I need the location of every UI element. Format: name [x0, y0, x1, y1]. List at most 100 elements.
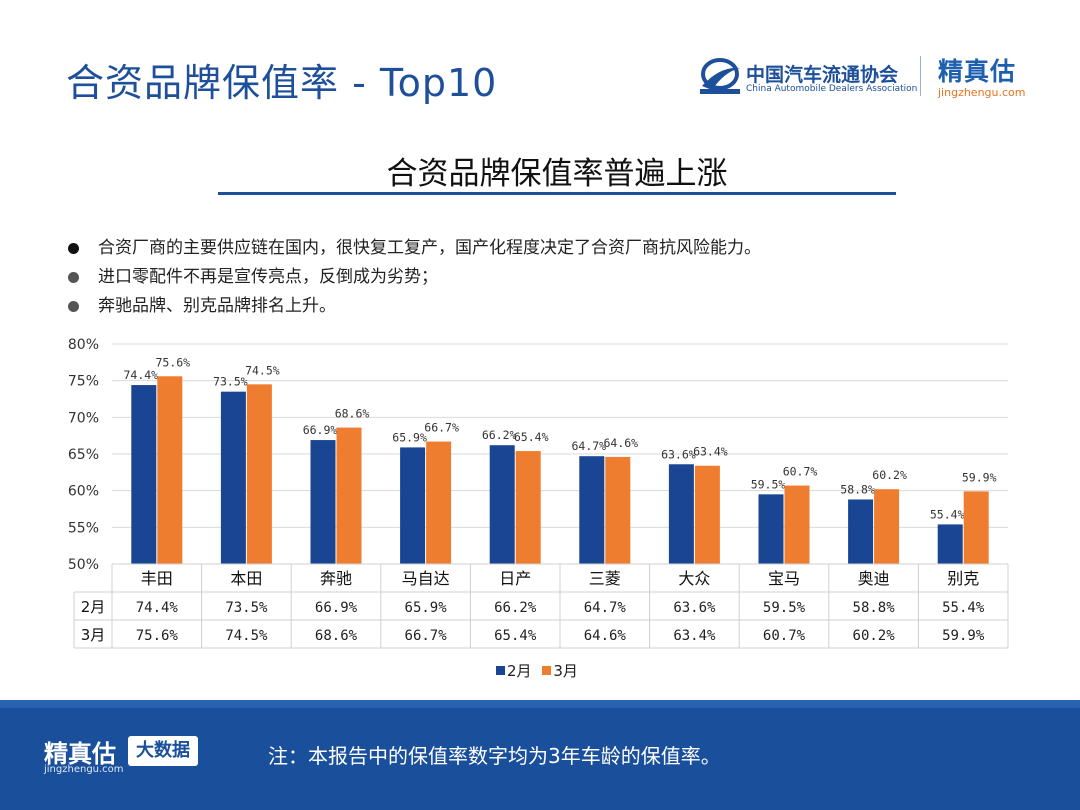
caada-logo-cn: 中国汽车流通协会 — [746, 64, 899, 86]
y-tick-label: 55% — [68, 520, 99, 536]
caada-emblem-icon — [700, 58, 740, 94]
bar — [310, 440, 336, 564]
logo-divider — [920, 56, 921, 96]
section-subtitle: 合资品牌保值率普遍上涨 — [386, 156, 728, 192]
data-label: 66.2% — [482, 428, 517, 442]
footer-logo-cn: 精真估 — [44, 740, 116, 768]
jzg-logo-cn: 精真估 — [938, 57, 1017, 86]
data-label: 60.7% — [783, 465, 818, 479]
data-label: 66.7% — [424, 421, 459, 435]
bullet-item: 奔驰品牌、别克品牌排名上升。 — [66, 292, 1026, 321]
category-label: 别克 — [947, 569, 979, 588]
data-label: 59.9% — [962, 470, 997, 484]
category-label: 本田 — [230, 569, 262, 588]
table-cell: 75.6% — [136, 628, 179, 644]
table-cell: 60.2% — [853, 628, 896, 644]
data-label: 68.6% — [335, 407, 370, 421]
bullet-list: 合资厂商的主要供应链在国内，很快复工复产，国产化程度决定了合资厂商抗风险能力。 … — [66, 234, 1026, 321]
y-tick-label: 50% — [68, 557, 99, 573]
table-cell: 64.7% — [584, 600, 627, 616]
jzg-logo-en: jingzhengu.com — [938, 86, 1026, 99]
data-label: 66.9% — [303, 423, 338, 437]
footer-logo-en: jingzhengu.com — [44, 764, 124, 775]
data-label: 75.6% — [155, 355, 190, 369]
bullet-item: 合资厂商的主要供应链在国内，很快复工复产，国产化程度决定了合资厂商抗风险能力。 — [66, 234, 1026, 263]
bar-chart: 50% 55% 60% 65% 70% 75% 80% 74.4% 73.5% 66.9% 65.9… — [68, 337, 1009, 649]
table-cell: 60.7% — [763, 628, 806, 644]
table-cell: 66.2% — [494, 600, 537, 616]
legend-label-mar: 3月 — [553, 662, 578, 680]
table-cell: 65.9% — [405, 600, 448, 616]
table-cell: 66.9% — [315, 600, 358, 616]
category-label: 大众 — [678, 569, 710, 588]
table-cell: 59.9% — [942, 628, 985, 644]
footer-accent-stripe — [0, 700, 1080, 708]
bullet-text: 奔驰品牌、别克品牌排名上升。 — [98, 296, 336, 316]
bar — [784, 485, 810, 564]
data-label: 74.5% — [245, 363, 280, 377]
data-label: 74.4% — [123, 368, 158, 382]
bar — [489, 445, 515, 564]
table-cell: 73.5% — [225, 600, 268, 616]
footer-logo: 精真估 大数据 jingzhengu.com — [44, 734, 224, 784]
table-cell: 58.8% — [853, 600, 896, 616]
bullet-text: 合资厂商的主要供应链在国内，很快复工复产，国产化程度决定了合资厂商抗风险能力。 — [98, 238, 761, 258]
table-cell: 63.6% — [673, 600, 716, 616]
data-label: 73.5% — [213, 375, 248, 389]
category-label: 奥迪 — [858, 569, 890, 588]
footer-bar: 精真估 大数据 jingzhengu.com 注：本报告中的保值率数字均为3年车… — [0, 700, 1080, 810]
table-cell: 66.7% — [405, 628, 448, 644]
bar — [963, 491, 989, 564]
footer-note: 注：本报告中的保值率数字均为3年车龄的保值率。 — [268, 744, 721, 768]
table-row-header: 3月 — [81, 626, 106, 644]
y-tick-label: 80% — [68, 337, 99, 353]
page-title: 合资品牌保值率 - Top10 — [66, 61, 498, 105]
table-cell: 65.4% — [494, 628, 537, 644]
bullet-text: 进口零配件不再是宣传亮点，反倒成为劣势； — [98, 267, 438, 287]
table-cell: 59.5% — [763, 600, 806, 616]
y-tick-label: 70% — [68, 410, 99, 426]
category-label: 丰田 — [141, 569, 173, 588]
bullet-dot-icon — [68, 272, 79, 283]
data-label: 55.4% — [930, 507, 965, 521]
bar — [220, 391, 246, 564]
bar — [400, 447, 426, 564]
bullet-dot-icon — [68, 301, 79, 312]
legend-item-mar: 3月 — [542, 660, 578, 681]
category-label: 宝马 — [768, 569, 800, 588]
jzg-logo: 精真估 jingzhengu.com — [938, 52, 1048, 100]
data-label: 59.5% — [751, 477, 786, 491]
y-tick-label: 75% — [68, 374, 99, 390]
data-label: 65.9% — [392, 430, 427, 444]
bullet-item: 进口零配件不再是宣传亮点，反倒成为劣势； — [66, 263, 1026, 292]
chart-legend: 2月 3月 — [496, 660, 584, 680]
bar — [874, 489, 900, 564]
bar — [515, 451, 541, 564]
bar — [758, 494, 784, 564]
category-label: 奔驰 — [320, 569, 352, 588]
subtitle-underline — [218, 192, 896, 195]
legend-swatch-mar — [542, 666, 552, 675]
legend-swatch-feb — [496, 666, 505, 675]
y-tick-label: 65% — [68, 447, 99, 463]
table-cell: 68.6% — [315, 628, 358, 644]
legend-item-feb: 2月 — [496, 660, 532, 681]
bar — [157, 376, 183, 564]
table-row-header: 2月 — [81, 598, 106, 616]
table-cell: 63.4% — [673, 628, 716, 644]
y-tick-label: 60% — [68, 484, 99, 500]
data-label: 63.6% — [661, 447, 696, 461]
data-label: 60.2% — [872, 468, 907, 482]
table-cell: 74.4% — [136, 600, 179, 616]
header: 合资品牌保值率 - Top10 中国汽车流通协会 China Automobil… — [0, 0, 1080, 118]
bar — [694, 465, 720, 564]
data-label: 64.7% — [571, 439, 606, 453]
bar — [246, 384, 272, 564]
bar — [336, 427, 362, 564]
bar — [937, 524, 963, 564]
table-cell: 55.4% — [942, 600, 985, 616]
category-label: 三菱 — [589, 569, 621, 588]
caada-logo: 中国汽车流通协会 China Automobile Dealers Associ… — [698, 56, 917, 100]
footer-badge: 大数据 — [128, 736, 198, 766]
caada-logo-en: China Automobile Dealers Association — [746, 84, 918, 94]
